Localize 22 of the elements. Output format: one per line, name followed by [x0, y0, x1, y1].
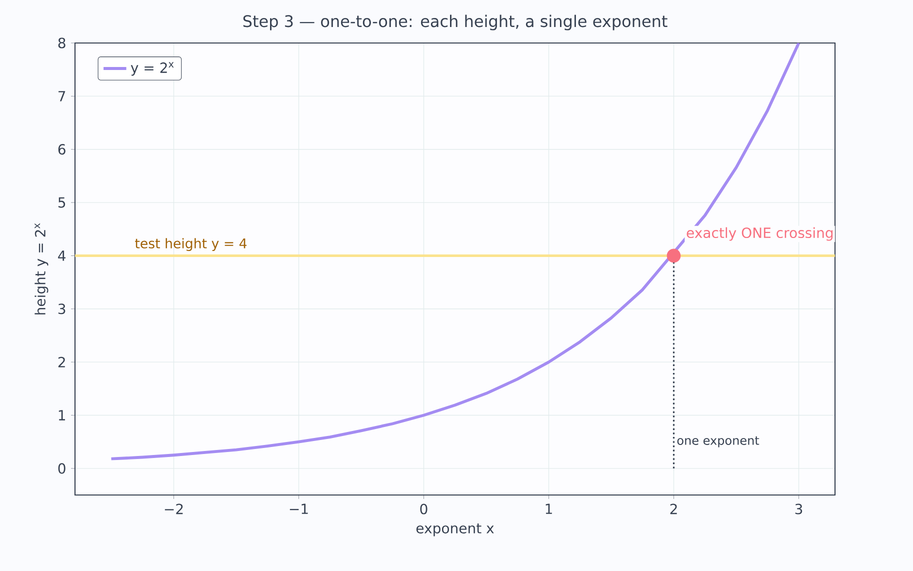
y-axis-title: height y = 2$^{x}$ — [34, 223, 48, 314]
y-tick-label: 3 — [58, 304, 66, 314]
y-tick-label: 0 — [58, 463, 66, 474]
x-tick-label: −1 — [290, 504, 308, 514]
y-tick-label: 2 — [58, 356, 65, 368]
x-tick-label: 1 — [546, 504, 552, 514]
annotation: one exponent — [677, 436, 760, 448]
x-tick-label: −2 — [164, 504, 183, 514]
y-tick-label: 1 — [58, 410, 65, 420]
y-tick-label: 5 — [58, 197, 66, 208]
y-tick-label: 8 — [58, 38, 66, 48]
y-tick-label: 6 — [58, 144, 66, 155]
x-tick-label: 2 — [670, 504, 677, 514]
y-tick-label: 7 — [58, 91, 66, 102]
chart-title: Step 3 — one-to-one: each height, a single exponent — [243, 14, 668, 30]
x-tick-label: 0 — [420, 504, 428, 514]
x-axis-title: exponent x — [416, 523, 494, 536]
legend-label: y = 2$^{x}$ — [130, 62, 174, 76]
annotation: exactly ONE crossing — [686, 227, 833, 241]
ref-line-label: test height y = 4 — [135, 238, 247, 252]
y-tick-label: 4 — [58, 250, 66, 261]
x-tick-label: 3 — [795, 504, 802, 514]
